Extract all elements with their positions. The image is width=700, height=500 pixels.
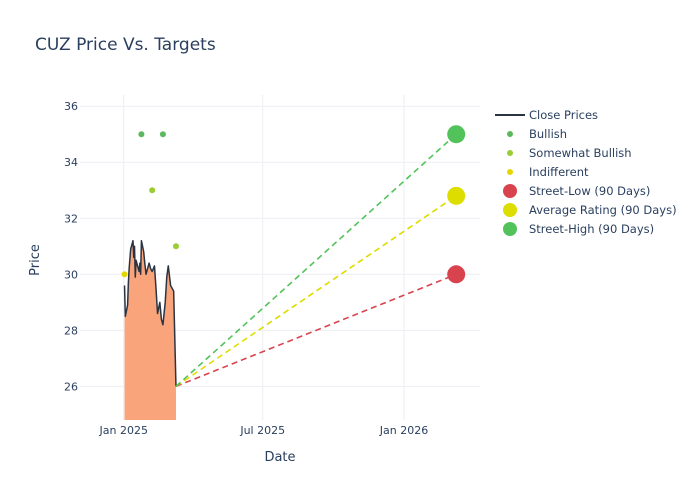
legend-swatch-marker bbox=[503, 203, 517, 217]
legend-item: Indifferent bbox=[507, 165, 589, 179]
chart-title: CUZ Price Vs. Targets bbox=[35, 35, 216, 55]
y-tick-label: 32 bbox=[64, 212, 78, 225]
legend-label: Street-Low (90 Days) bbox=[529, 184, 650, 198]
legend-label: Indifferent bbox=[529, 165, 589, 179]
legend-label: Bullish bbox=[529, 127, 567, 141]
y-tick-label: 28 bbox=[64, 324, 78, 337]
legend-item: Street-Low (90 Days) bbox=[503, 184, 650, 198]
street-high-target-marker bbox=[447, 125, 466, 144]
x-tick-label: Jan 2026 bbox=[379, 424, 428, 437]
close-price-line bbox=[123, 239, 177, 387]
rating-point-bullish bbox=[138, 131, 145, 138]
legend-item: Bullish bbox=[507, 127, 567, 141]
y-tick-label: 30 bbox=[64, 268, 78, 281]
legend-item: Somewhat Bullish bbox=[507, 146, 632, 160]
rating-point-indifferent bbox=[121, 271, 128, 278]
axis-ticks: 26 28 30 32 34 36 Jan 2025 Jul 2025 Jan 2026 bbox=[64, 100, 428, 437]
legend-label: Average Rating (90 Days) bbox=[529, 203, 677, 217]
legend-item: Close Prices bbox=[495, 108, 598, 122]
legend-swatch-dot bbox=[507, 169, 513, 175]
rating-point-somewhat-bullish bbox=[149, 187, 156, 194]
rating-point-somewhat-bullish bbox=[172, 243, 179, 250]
x-tick-label: Jan 2025 bbox=[99, 424, 148, 437]
y-tick-label: 26 bbox=[64, 380, 78, 393]
close-price-area bbox=[124, 240, 176, 420]
legend-label: Close Prices bbox=[529, 108, 598, 122]
legend-item: Average Rating (90 Days) bbox=[503, 203, 677, 217]
street-high-projection-line bbox=[175, 133, 457, 387]
y-tick-label: 36 bbox=[64, 100, 78, 113]
legend-item: Street-High (90 Days) bbox=[503, 222, 654, 236]
legend-label: Somewhat Bullish bbox=[529, 146, 632, 160]
legend-swatch-marker bbox=[503, 222, 517, 236]
average-rating-target-marker bbox=[447, 186, 466, 205]
legend-swatch-dot bbox=[507, 131, 513, 137]
legend-swatch-marker bbox=[503, 184, 517, 198]
street-low-target-marker bbox=[447, 265, 466, 284]
average-rating-projection-line bbox=[175, 195, 457, 388]
legend-swatch-dot bbox=[507, 150, 513, 156]
x-tick-label: Jul 2025 bbox=[239, 424, 285, 437]
street-low-projection-line bbox=[175, 273, 457, 388]
legend: Close Prices Bullish Somewhat Bullish Indif… bbox=[495, 108, 677, 236]
legend-label: Street-High (90 Days) bbox=[529, 222, 654, 236]
x-axis-title: Date bbox=[264, 450, 295, 465]
plot-marks bbox=[121, 125, 466, 420]
rating-point-bullish bbox=[159, 131, 166, 138]
y-axis-title: Price bbox=[28, 244, 43, 276]
y-tick-label: 34 bbox=[64, 156, 78, 169]
